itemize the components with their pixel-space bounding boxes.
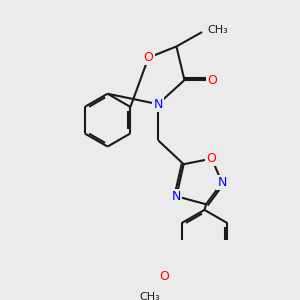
Text: O: O xyxy=(208,74,218,87)
Text: N: N xyxy=(218,176,227,189)
Text: CH₃: CH₃ xyxy=(140,292,160,300)
Text: O: O xyxy=(207,152,217,165)
Text: N: N xyxy=(153,98,163,111)
Text: N: N xyxy=(172,190,181,203)
Text: O: O xyxy=(160,270,170,283)
Text: O: O xyxy=(143,51,153,64)
Text: CH₃: CH₃ xyxy=(207,25,228,34)
